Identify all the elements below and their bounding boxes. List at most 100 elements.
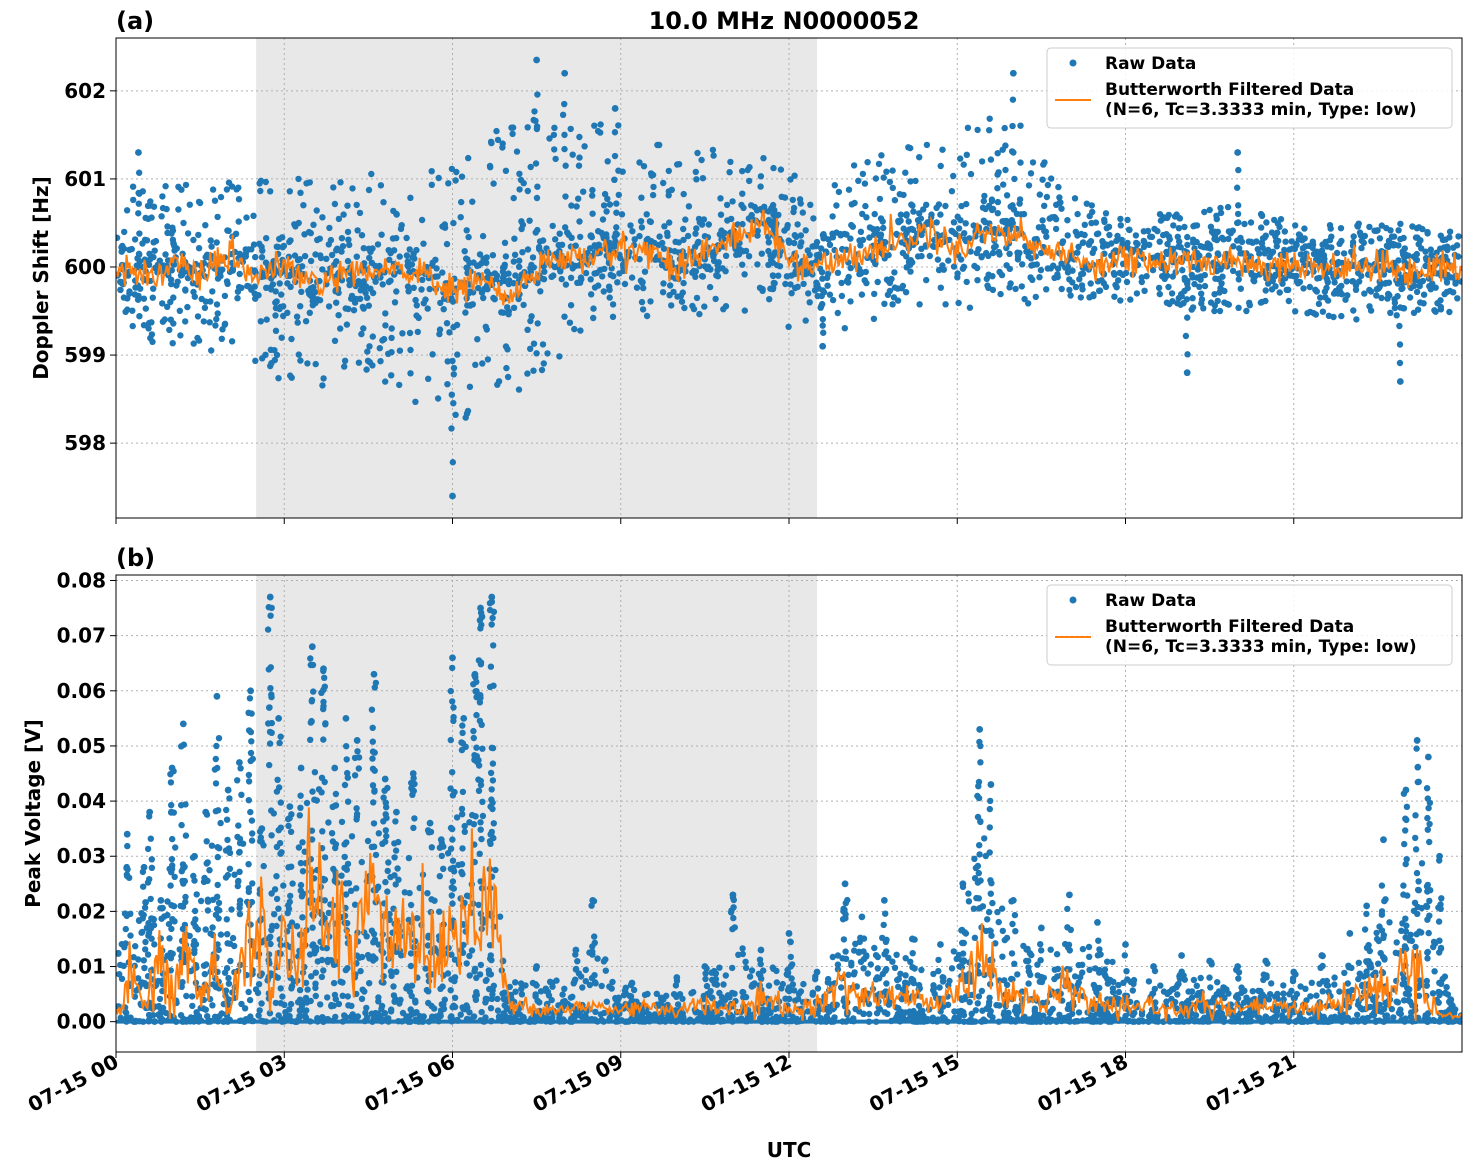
raw-data-point [671, 248, 678, 255]
raw-data-point [799, 209, 806, 216]
raw-data-point [489, 760, 497, 767]
raw-data-point [638, 194, 645, 201]
raw-data-point [410, 250, 417, 258]
raw-data-point [346, 241, 353, 249]
raw-data-point [719, 265, 726, 272]
raw-data-point [1224, 203, 1232, 211]
raw-data-point [234, 295, 241, 302]
raw-data-point [294, 319, 301, 326]
raw-data-point [358, 232, 366, 239]
raw-data-point [561, 69, 569, 77]
raw-data-point [135, 200, 142, 207]
raw-data-point [805, 290, 812, 297]
raw-data-point [550, 131, 558, 139]
raw-data-point [1102, 972, 1109, 979]
raw-data-point [195, 1013, 203, 1020]
raw-data-point [175, 206, 182, 213]
raw-data-point [971, 855, 978, 862]
raw-data-point [182, 832, 190, 839]
raw-data-point [616, 270, 623, 277]
raw-data-point [449, 459, 457, 466]
raw-data-point [561, 145, 568, 153]
raw-data-point [1268, 980, 1275, 987]
raw-data-point [539, 341, 547, 348]
raw-data-point [954, 270, 961, 277]
raw-data-point [618, 211, 626, 218]
raw-data-point [300, 202, 307, 209]
raw-data-point [1196, 283, 1203, 290]
raw-data-point [168, 856, 176, 863]
raw-data-point [948, 188, 956, 195]
raw-data-point [149, 294, 156, 301]
raw-data-point [855, 177, 862, 184]
raw-data-point [131, 236, 139, 243]
raw-data-point [608, 242, 615, 250]
raw-data-point [930, 970, 937, 978]
raw-data-point [474, 336, 481, 343]
raw-data-point [408, 261, 416, 268]
raw-data-point [950, 263, 958, 270]
raw-data-point [1079, 945, 1087, 953]
raw-data-point [1299, 245, 1307, 252]
raw-data-point [1285, 286, 1292, 293]
raw-data-point [1418, 860, 1426, 867]
raw-data-point [479, 232, 487, 240]
raw-data-point [257, 318, 264, 325]
raw-data-point [287, 892, 294, 900]
raw-data-point [444, 358, 451, 365]
raw-data-point [139, 928, 146, 936]
raw-data-point [1125, 226, 1133, 233]
raw-data-point [923, 141, 931, 149]
raw-data-point [795, 995, 802, 1003]
raw-data-point [275, 905, 282, 912]
raw-data-point [905, 144, 912, 151]
raw-data-point [465, 154, 472, 162]
raw-data-point [994, 908, 1001, 916]
raw-data-point [450, 400, 457, 407]
raw-data-point [1266, 991, 1274, 998]
raw-data-point [613, 200, 620, 207]
raw-data-point [963, 151, 970, 158]
raw-data-point [874, 953, 881, 961]
raw-data-point [334, 245, 341, 252]
raw-data-point [1405, 997, 1412, 1004]
raw-data-point [993, 1001, 1000, 1009]
raw-data-point [131, 291, 139, 298]
raw-data-point [1235, 304, 1242, 311]
raw-data-point [1053, 951, 1061, 958]
raw-data-point [357, 287, 364, 294]
raw-data-point [271, 911, 278, 918]
raw-data-point [587, 232, 594, 240]
raw-data-point [1337, 225, 1345, 232]
raw-data-point [1054, 273, 1061, 281]
raw-data-point [360, 245, 367, 252]
raw-data-point [1129, 1011, 1137, 1019]
raw-data-point [1288, 238, 1295, 245]
raw-data-point [235, 218, 242, 225]
raw-data-point [209, 1002, 216, 1009]
raw-data-point [326, 224, 333, 232]
raw-data-point [765, 982, 773, 989]
raw-data-point [1114, 232, 1121, 240]
raw-data-point [706, 283, 714, 291]
raw-data-point [197, 897, 205, 905]
raw-data-point [700, 216, 708, 223]
raw-data-point [957, 1007, 965, 1015]
raw-data-point [1276, 289, 1283, 296]
raw-data-point [713, 272, 720, 279]
raw-data-point [275, 375, 282, 382]
raw-data-point [1170, 245, 1177, 252]
raw-data-point [771, 249, 779, 256]
raw-data-point [571, 325, 578, 333]
raw-data-point [286, 238, 293, 246]
raw-data-point [478, 1008, 485, 1016]
raw-data-point [1413, 250, 1421, 258]
raw-data-point [273, 351, 281, 359]
raw-data-point [123, 207, 131, 214]
raw-data-point [791, 232, 798, 239]
raw-data-point [757, 183, 764, 190]
raw-data-point [1424, 228, 1431, 236]
raw-data-point [189, 1002, 196, 1010]
raw-data-point [1321, 255, 1328, 263]
raw-data-point [403, 234, 410, 242]
